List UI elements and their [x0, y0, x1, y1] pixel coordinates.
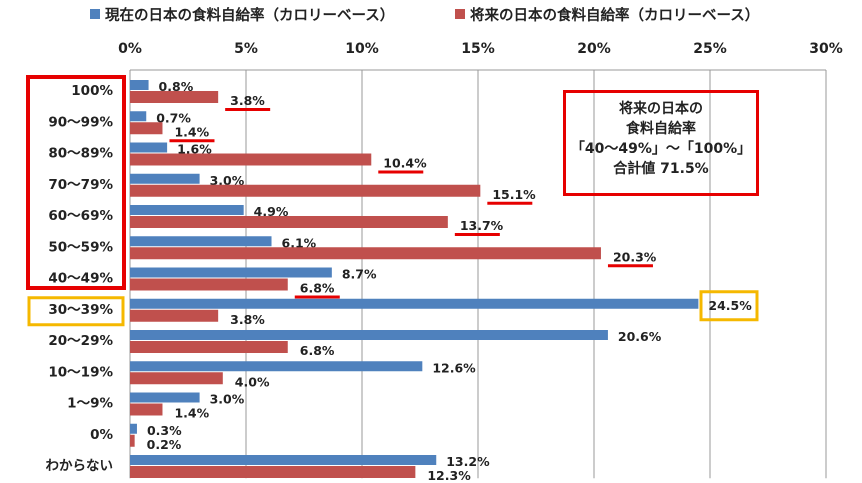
data-label: 8.7%	[342, 267, 377, 282]
red-underline	[607, 264, 653, 268]
data-label: 1.4%	[174, 406, 209, 421]
data-label: 4.9%	[254, 204, 289, 219]
category-label: 0%	[90, 427, 113, 443]
data-label: 10.4%	[383, 156, 427, 171]
category-label: 30〜39%	[48, 302, 113, 318]
data-label: 20.6%	[618, 329, 662, 344]
data-label: 3.8%	[230, 312, 265, 327]
bar-future	[130, 122, 163, 135]
bar-current	[130, 267, 332, 278]
bar-current	[130, 361, 423, 372]
red-underline	[378, 170, 424, 174]
category-label: 90〜99%	[48, 114, 113, 130]
data-label: 0.2%	[147, 437, 182, 452]
bar-future	[130, 216, 448, 228]
red-underline	[294, 295, 340, 299]
x-tick-label: 20%	[577, 41, 611, 57]
bar-future	[130, 372, 223, 385]
category-label: わからない	[46, 458, 114, 474]
x-tick-label: 5%	[234, 41, 258, 57]
annotation-box: 将来の日本の 食料自給率 「40〜49%」〜「100%」 合計値 71.5%	[563, 90, 759, 196]
category-label: 40〜49%	[48, 271, 113, 287]
bar-future	[130, 403, 163, 416]
category-label: 100%	[71, 83, 113, 99]
category-label: 70〜79%	[48, 177, 113, 193]
x-tick-label: 25%	[693, 41, 727, 57]
yellow-value-box	[699, 290, 759, 322]
red-underline	[225, 108, 271, 111]
category-label: 20〜29%	[48, 333, 113, 349]
data-label: 0.7%	[156, 110, 191, 125]
category-label: 50〜59%	[48, 239, 113, 255]
legend-swatch	[455, 9, 465, 19]
legend-label: 現在の日本の食料自給率（カロリーベース）	[105, 6, 394, 24]
bar-current	[130, 111, 147, 122]
data-label: 6.1%	[282, 235, 317, 250]
data-label: 6.8%	[300, 281, 335, 296]
data-label: 1.4%	[174, 124, 209, 139]
data-label: 6.8%	[300, 343, 335, 358]
bar-current	[130, 80, 149, 90]
data-label: 12.6%	[432, 360, 476, 375]
bar-future	[130, 309, 219, 322]
red-underline	[454, 233, 500, 236]
x-tick-label: 0%	[118, 41, 142, 57]
data-label: 1.6%	[177, 142, 212, 157]
x-tick-label: 30%	[809, 41, 843, 57]
annotation-line: 合計値 71.5%	[613, 161, 709, 177]
category-label: 80〜89%	[48, 146, 113, 162]
category-label: 1〜9%	[67, 396, 113, 412]
bar-future	[130, 153, 372, 166]
red-underline	[487, 201, 533, 205]
bar-current	[130, 205, 244, 215]
bar-current	[130, 298, 699, 309]
red-underline	[169, 139, 215, 143]
bar-current	[130, 173, 200, 184]
yellow-highlight-box	[27, 296, 125, 327]
category-label: 60〜69%	[48, 208, 113, 224]
bar-future	[130, 91, 219, 103]
legend-label: 将来の日本の食料自給率（カロリーベース）	[470, 6, 759, 24]
data-label: 13.7%	[460, 218, 504, 233]
data-label: 24.5%	[708, 298, 752, 313]
data-label: 4.0%	[235, 374, 270, 389]
x-tick-label: 10%	[345, 41, 379, 57]
bar-current	[130, 392, 200, 403]
category-label: 10〜19%	[48, 364, 113, 380]
data-label: 13.2%	[446, 454, 490, 469]
bar-current	[130, 423, 137, 434]
bar-future	[130, 466, 416, 478]
legend-swatch	[90, 9, 100, 19]
data-label: 3.0%	[210, 392, 245, 407]
bar-current	[130, 142, 168, 153]
data-label: 0.8%	[159, 79, 194, 94]
bar-future	[130, 184, 481, 197]
bar-future	[130, 341, 288, 353]
bar-future	[130, 278, 288, 291]
data-label: 12.3%	[427, 468, 471, 483]
data-label: 15.1%	[492, 187, 536, 202]
data-label: 20.3%	[613, 249, 657, 264]
data-label: 3.0%	[210, 173, 245, 188]
bar-current	[130, 455, 437, 465]
bar-current	[130, 236, 272, 247]
bar-current	[130, 330, 608, 340]
annotation-line: 食料自給率	[626, 121, 696, 137]
x-tick-label: 15%	[461, 41, 495, 57]
annotation-line: 「40〜49%」〜「100%」	[570, 141, 752, 157]
red-highlight-box	[26, 75, 126, 290]
data-label: 3.8%	[230, 93, 265, 108]
bar-future	[130, 434, 135, 447]
annotation-line: 将来の日本の	[619, 101, 703, 117]
data-label: 0.3%	[147, 423, 182, 438]
bar-future	[130, 247, 601, 260]
